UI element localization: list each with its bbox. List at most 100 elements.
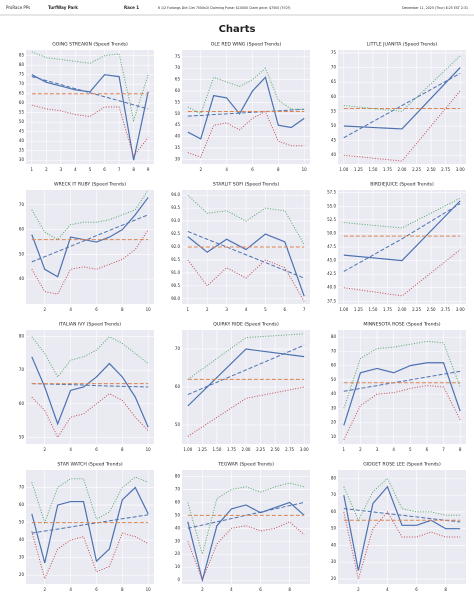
y-tick-label: 20 — [175, 551, 181, 556]
series-line — [31, 229, 149, 295]
x-tick-label: 2 — [206, 307, 209, 312]
series-line — [187, 194, 305, 245]
series-line — [343, 67, 461, 130]
y-tick-label: 30 — [19, 555, 25, 560]
x-tick-label: 2.75 — [441, 167, 450, 172]
y-tick-label: 60 — [331, 509, 337, 514]
x-tick-label: 2.75 — [285, 447, 294, 452]
y-tick-label: 20 — [331, 576, 337, 581]
y-tick-label: 60 — [19, 100, 25, 105]
x-tick-label: 2 — [201, 587, 204, 592]
y-tick-label: 80 — [175, 473, 181, 478]
header-track: TurfWay Park — [48, 5, 78, 10]
x-tick-label: 4 — [225, 167, 228, 172]
y-tick-label: 50 — [331, 526, 337, 531]
x-tick-label: 7 — [118, 167, 121, 172]
plot-area — [26, 470, 154, 584]
series-line — [31, 76, 149, 110]
series-line — [31, 514, 149, 534]
x-tick-label: 2.75 — [441, 307, 450, 312]
x-tick-label: 9 — [147, 167, 150, 172]
x-tick-label: 2.25 — [412, 307, 421, 312]
x-tick-label: 1.00 — [339, 167, 348, 172]
series-line — [31, 486, 149, 564]
x-tick-label: 1 — [31, 167, 34, 172]
series-line — [31, 189, 149, 241]
x-tick-label: 1.00 — [183, 447, 192, 452]
y-tick-label: 10 — [175, 564, 181, 569]
x-tick-label: 5 — [89, 167, 92, 172]
x-tick-label: 6 — [426, 447, 429, 452]
chart-title: GOING STREAKIN (Speed Trends) — [52, 42, 128, 48]
x-tick-label: 1.50 — [212, 447, 221, 452]
y-tick-label: 70 — [331, 65, 337, 70]
y-tick-label: 70 — [19, 485, 25, 490]
chart-title: TEGWAR (Speed Trends) — [217, 462, 274, 468]
y-tick-label: 70 — [175, 486, 181, 491]
y-tick-label: 45.0 — [327, 258, 336, 263]
y-tick-label: 57.5 — [327, 190, 336, 195]
x-tick-label: 6 — [259, 587, 262, 592]
series-line — [187, 501, 305, 529]
series-line — [187, 67, 305, 115]
y-tick-label: 40 — [19, 138, 25, 143]
y-tick-label: 50 — [175, 512, 181, 517]
x-tick-label: 2 — [43, 447, 46, 452]
x-tick-label: 1.25 — [354, 167, 363, 172]
x-tick-label: 4 — [69, 447, 72, 452]
x-tick-label: 3.00 — [456, 167, 465, 172]
y-tick-label: 0 — [177, 577, 180, 582]
y-tick-label: 40 — [19, 276, 25, 281]
x-tick-label: 1.75 — [227, 447, 236, 452]
x-tick-label: 5 — [264, 307, 267, 312]
x-tick-label: 10 — [302, 167, 308, 172]
y-tick-label: 40 — [175, 134, 181, 139]
x-tick-label: 10 — [146, 587, 152, 592]
series-line — [31, 214, 149, 263]
x-tick-label: 2 — [43, 587, 46, 592]
x-tick-label: 1.50 — [368, 167, 377, 172]
series-line — [343, 362, 461, 426]
plot-area — [182, 50, 310, 164]
y-tick-label: 20 — [19, 572, 25, 577]
x-tick-label: 3.00 — [456, 307, 465, 312]
chart-title: GIDGET ROSE LEE (Speed Trends) — [363, 462, 441, 468]
x-tick-label: 8 — [121, 587, 124, 592]
series-line — [187, 108, 305, 117]
y-tick-label: 55 — [19, 110, 25, 115]
y-tick-label: 50 — [175, 422, 181, 427]
y-tick-label: 55.0 — [327, 203, 336, 208]
chart-title: MINNESOTA ROSE (Speed Trends) — [363, 322, 440, 328]
x-tick-label: 6 — [95, 447, 98, 452]
header-left: ProRace PPs — [6, 5, 30, 10]
y-tick-label: 50 — [19, 434, 25, 439]
x-tick-label: 2.00 — [242, 447, 251, 452]
y-tick-label: 75 — [175, 54, 181, 59]
x-tick-label: 1.25 — [354, 307, 363, 312]
series-line — [343, 203, 461, 272]
y-tick-label: 60 — [19, 227, 25, 232]
y-tick-label: 70 — [331, 348, 337, 353]
page-title: Charts — [219, 24, 256, 35]
y-tick-label: 45 — [331, 138, 337, 143]
chart-title: LITTLE JUANITA (Speed Trends) — [367, 42, 438, 48]
x-tick-label: 8 — [459, 447, 462, 452]
x-tick-label: 4 — [69, 587, 72, 592]
x-tick-label: 2.50 — [427, 307, 436, 312]
header-conditions: 6 1/2 Furlongs Dirt Clm 7500n2l Claiming… — [158, 6, 291, 10]
x-tick-label: 6 — [103, 167, 106, 172]
y-tick-label: 37.5 — [327, 298, 336, 303]
y-tick-label: 60 — [331, 363, 337, 368]
y-tick-label: 30 — [19, 157, 25, 162]
y-tick-label: 47.5 — [327, 244, 336, 249]
series-line — [31, 74, 149, 161]
y-tick-label: 94.0 — [171, 192, 180, 197]
x-tick-label: 2.00 — [398, 167, 407, 172]
y-tick-label: 42.5 — [327, 271, 336, 276]
y-tick-label: 45 — [175, 122, 181, 127]
y-tick-label: 60 — [19, 401, 25, 406]
x-tick-label: 3.00 — [300, 447, 309, 452]
y-tick-label: 93.0 — [171, 218, 180, 223]
y-tick-label: 60 — [331, 94, 337, 99]
x-tick-label: 8 — [132, 167, 135, 172]
